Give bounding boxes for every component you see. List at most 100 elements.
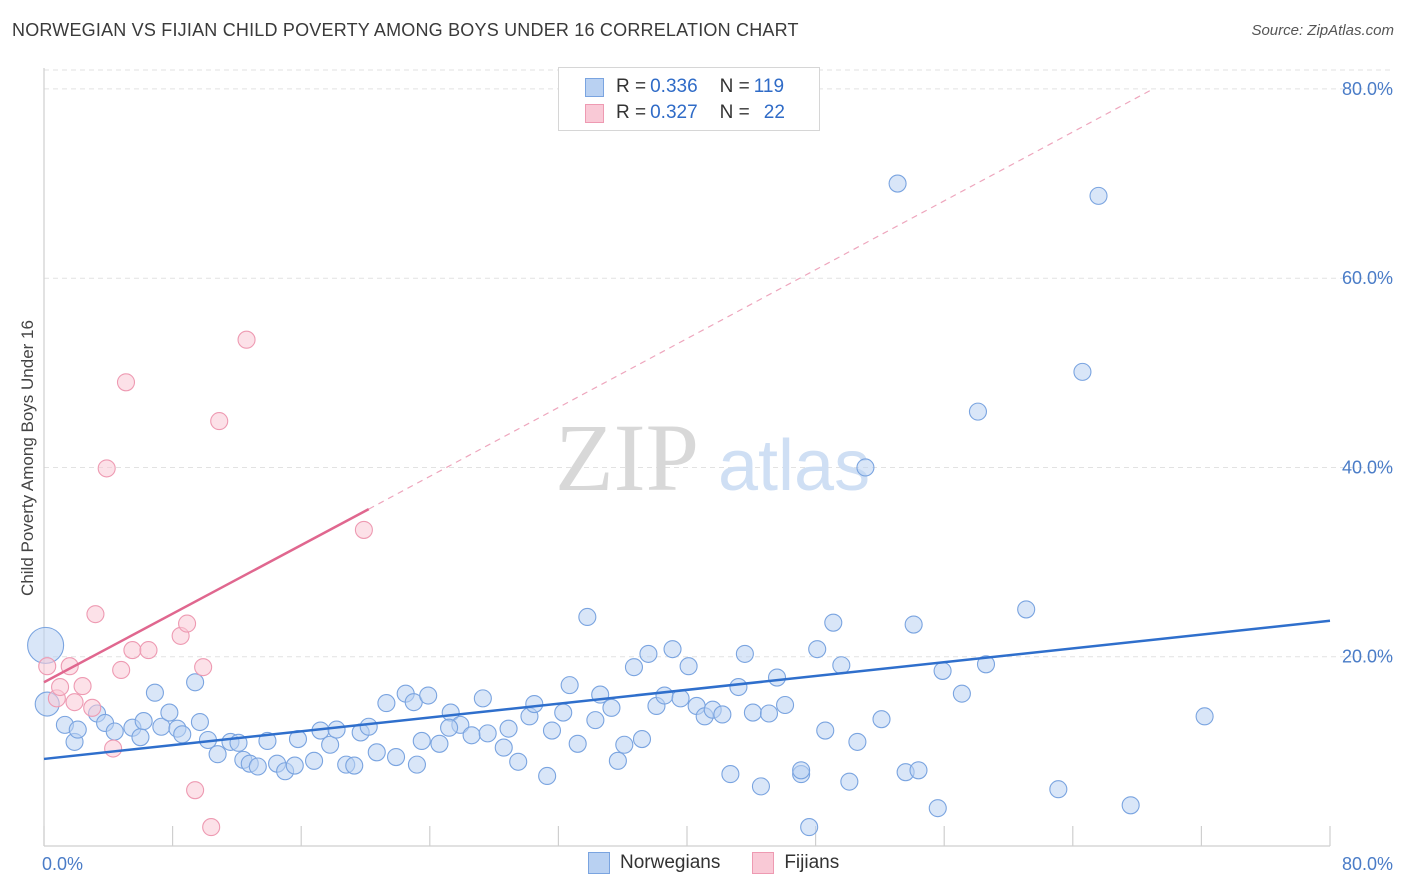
chart-title: NORWEGIAN VS FIJIAN CHILD POVERTY AMONG … bbox=[12, 20, 799, 40]
legend-r-label: R = bbox=[616, 76, 647, 97]
stats-legend: R = 0.336 N = 119 R = 0.327 N = 22 bbox=[558, 67, 820, 131]
norwegian-point bbox=[1195, 707, 1214, 726]
norwegian-point bbox=[525, 694, 544, 714]
norwegian-point bbox=[888, 174, 907, 193]
norwegian-point bbox=[663, 640, 682, 659]
norwegian-point bbox=[928, 799, 947, 818]
tick-labels: 20.0% 40.0% 60.0% 80.0% 0.0% 80.0% bbox=[42, 79, 1393, 874]
fijian-point bbox=[86, 605, 105, 624]
norwegian-point bbox=[602, 698, 621, 717]
norwegian-point bbox=[499, 719, 518, 738]
norwegian-point bbox=[624, 658, 644, 677]
norwegian-point bbox=[538, 766, 557, 786]
watermark-zip: ZIP bbox=[555, 404, 699, 511]
norwegian-point bbox=[792, 761, 811, 780]
norwegian-point bbox=[800, 818, 819, 837]
norwegian-point bbox=[816, 721, 835, 740]
norwegian-point bbox=[386, 747, 406, 767]
chart-source: Source: ZipAtlas.com bbox=[1251, 22, 1394, 39]
fijian-point bbox=[186, 781, 205, 800]
norwegian-point bbox=[407, 755, 426, 774]
norwegian-point bbox=[327, 720, 346, 739]
norwegian-point bbox=[248, 757, 267, 776]
norwegian-point bbox=[560, 676, 579, 695]
norwegian-point bbox=[1073, 362, 1092, 381]
norwegian-point bbox=[321, 735, 340, 754]
norwegian-point bbox=[767, 668, 787, 687]
norwegian-point bbox=[751, 777, 770, 796]
fijian-point bbox=[116, 373, 136, 392]
norwegian-point bbox=[743, 703, 762, 722]
norwegian-point bbox=[68, 720, 87, 739]
norwegian-point bbox=[305, 751, 324, 770]
fijian-point bbox=[97, 459, 116, 478]
norwegian-point bbox=[608, 751, 627, 770]
y-tick-label: 60.0% bbox=[1342, 268, 1393, 288]
trend-lines bbox=[43, 88, 1331, 761]
series-legend: Norwegians Fijians bbox=[588, 852, 871, 874]
norwegian-points bbox=[27, 174, 1214, 837]
norwegian-point bbox=[808, 640, 827, 659]
norwegian-point bbox=[359, 717, 378, 736]
legend-label-fijians: Fijians bbox=[784, 852, 840, 873]
grid-lines bbox=[44, 69, 1392, 658]
norwegian-point bbox=[285, 756, 304, 775]
norwegian-point bbox=[190, 712, 209, 732]
fijian-point bbox=[194, 658, 213, 677]
legend-n-label: N = bbox=[719, 76, 750, 97]
norwegian-point bbox=[478, 724, 497, 743]
y-tick-label: 80.0% bbox=[1342, 79, 1393, 99]
fijian-point bbox=[73, 677, 92, 696]
fijian-point bbox=[139, 641, 158, 660]
legend-row-fijians: R = 0.327 N = 22 bbox=[585, 101, 785, 125]
norwegian-point bbox=[131, 728, 150, 747]
norwegian-point bbox=[430, 734, 449, 753]
axes bbox=[43, 68, 1331, 847]
norwegian-point bbox=[145, 683, 164, 702]
norwegian-point bbox=[377, 694, 396, 713]
fijian-point bbox=[104, 739, 123, 758]
legend-r-label: R = bbox=[616, 102, 647, 123]
fijian-swatch bbox=[752, 852, 775, 874]
norwegian-point bbox=[554, 703, 573, 722]
norwegian-point bbox=[909, 761, 928, 780]
norwegian-point bbox=[735, 644, 754, 663]
fijian-point bbox=[210, 412, 229, 431]
legend-n-value: 119 bbox=[753, 76, 785, 97]
norwegian-point bbox=[952, 684, 971, 703]
y-tick-label: 40.0% bbox=[1342, 457, 1393, 477]
norwegian-point bbox=[542, 721, 562, 740]
norwegian-point bbox=[976, 655, 996, 674]
legend-item-fijians: Fijians bbox=[752, 852, 839, 874]
norwegian-point bbox=[713, 705, 732, 724]
fijian-point bbox=[354, 520, 373, 539]
norwegian-point bbox=[824, 613, 843, 632]
norwegian-point bbox=[586, 711, 605, 730]
y-tick-label: 20.0% bbox=[1342, 647, 1393, 667]
norwegian-point bbox=[729, 677, 748, 697]
fijian-points bbox=[38, 330, 373, 837]
x-tick-label: 0.0% bbox=[42, 854, 83, 874]
norwegian-point bbox=[632, 730, 652, 749]
legend-n-value: 22 bbox=[763, 102, 785, 123]
norwegian-point bbox=[173, 725, 192, 744]
norwegian-point bbox=[494, 738, 513, 757]
norwegian-point bbox=[568, 734, 587, 753]
norwegian-point bbox=[615, 735, 634, 754]
norwegian-point bbox=[968, 402, 988, 421]
norwegian-point bbox=[105, 722, 124, 741]
norwegian-point bbox=[160, 703, 179, 722]
fijian-point bbox=[51, 677, 70, 697]
norwegian-point bbox=[1017, 600, 1036, 619]
norwegian-point bbox=[832, 656, 851, 675]
norwegian-point bbox=[258, 731, 277, 751]
norwegian-point bbox=[1089, 186, 1108, 205]
norwegian-point bbox=[412, 731, 431, 751]
fijian-point bbox=[123, 641, 142, 660]
legend-r-value: 0.336 bbox=[650, 76, 698, 97]
legend-r-value: 0.327 bbox=[650, 102, 698, 123]
legend-n-label: N = bbox=[719, 102, 750, 123]
norwegian-point bbox=[186, 673, 205, 692]
norwegian-point bbox=[639, 644, 658, 663]
